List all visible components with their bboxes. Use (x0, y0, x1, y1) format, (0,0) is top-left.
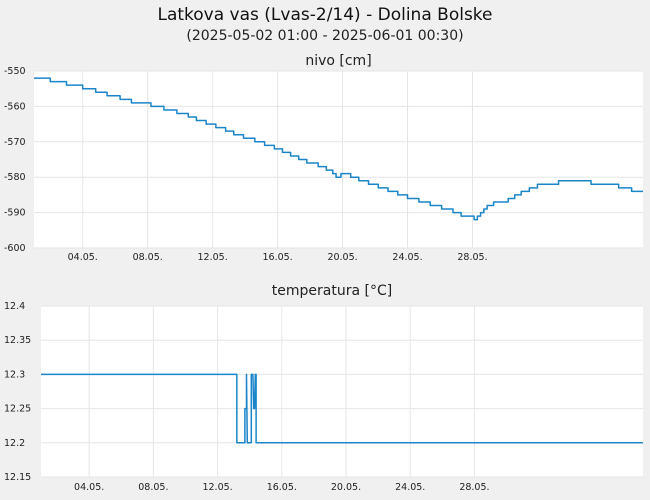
y-tick-label: -590 (4, 208, 26, 219)
series-line (41, 373, 643, 444)
y-tick-label: 12.4 (4, 301, 25, 312)
y-tick-label: 12.3 (4, 369, 25, 380)
x-tick-label: 28.05. (459, 482, 489, 493)
x-tick-label: 04.05. (68, 252, 98, 263)
series-line (34, 77, 643, 221)
panel-title: nivo [cm] (305, 53, 371, 69)
chart-title: Latkova vas (Lvas-2/14) - Dolina Bolske (157, 5, 492, 25)
x-tick-label: 16.05. (267, 482, 297, 493)
x-tick-label: 24.05. (392, 252, 422, 263)
panel-title: temperatura [°C] (272, 283, 392, 299)
x-tick-label: 20.05. (327, 252, 357, 263)
plot-area (34, 71, 643, 248)
y-tick-label: -600 (4, 243, 26, 254)
y-tick-label: -570 (4, 137, 26, 148)
y-tick-label: 12.2 (4, 438, 25, 449)
x-tick-label: 24.05. (395, 482, 425, 493)
x-tick-label: 12.05. (202, 482, 232, 493)
x-tick-label: 16.05. (262, 252, 292, 263)
x-tick-label: 08.05. (138, 482, 168, 493)
y-tick-label: 12.15 (4, 472, 31, 483)
y-tick-label: -550 (4, 66, 26, 77)
y-tick-label: 12.25 (4, 404, 31, 415)
x-tick-label: 04.05. (74, 482, 104, 493)
x-tick-label: 12.05. (198, 252, 228, 263)
y-tick-label: -560 (4, 101, 26, 112)
plot-area (41, 306, 643, 477)
chart-subtitle: (2025-05-02 01:00 - 2025-06-01 00:30) (186, 28, 463, 44)
x-tick-label: 28.05. (457, 252, 487, 263)
x-tick-label: 08.05. (133, 252, 163, 263)
x-tick-label: 20.05. (331, 482, 361, 493)
y-tick-label: 12.35 (4, 335, 31, 346)
y-tick-label: -580 (4, 172, 26, 183)
